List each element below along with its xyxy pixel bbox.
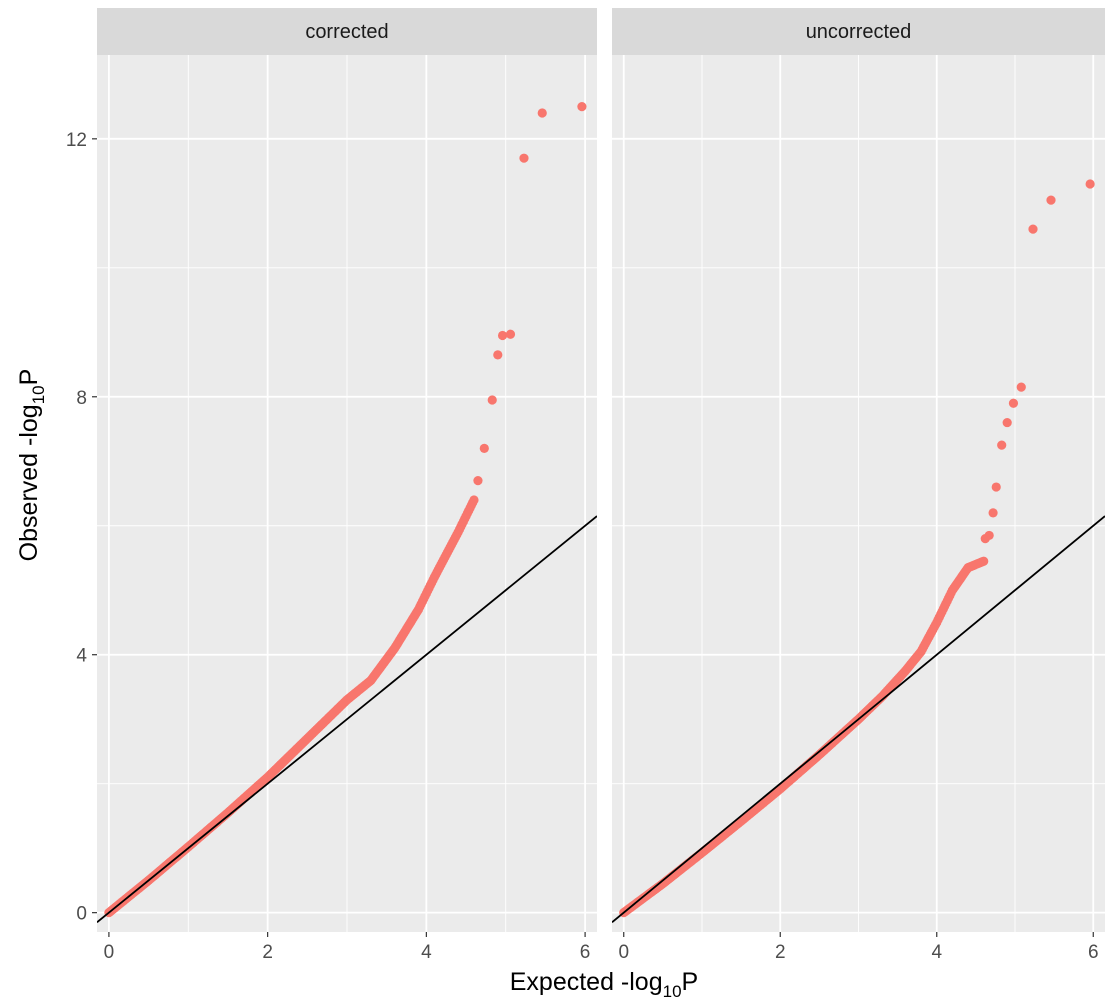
qq-point [469,495,479,505]
qq-point [1046,195,1056,205]
x-tick-label: 4 [931,942,942,963]
qq-point [537,108,547,118]
facet-strip [612,8,1105,55]
qq-point [519,153,529,163]
x-tick-label: 0 [618,942,629,963]
facet-strip [97,8,597,55]
x-tick-label: 2 [262,942,273,963]
qq-point [1028,224,1038,234]
qq-point [1085,179,1095,189]
x-tick-label: 6 [580,942,591,963]
y-tick-label: 12 [66,130,87,151]
qq-point [577,101,587,112]
qq-point [493,350,503,360]
qq-point [505,329,516,339]
facet-strip-label: corrected [305,21,388,43]
y-tick-label: 4 [76,646,87,667]
qq-point [991,482,1001,492]
y-tick-label: 0 [76,904,87,925]
qq-point [1008,398,1019,408]
qq-point [984,530,994,541]
facet-strip-label: uncorrected [806,21,912,43]
qq-point [479,443,489,453]
facet-panel-corrected: corrected 0 2 4 6 [97,8,597,963]
reference-line [97,515,597,924]
y-axis-title: Observed -log10P [15,369,48,562]
x-tick-label: 2 [775,942,786,963]
qq-point [997,440,1007,450]
reference-line [612,515,1105,924]
qq-point [979,556,989,566]
qq-point [487,395,497,405]
x-tick-label: 6 [1088,942,1099,963]
x-axis-title: Expected -log10P [510,968,698,1001]
facet-panel-uncorrected: uncorrected 0 2 4 6 [612,8,1105,963]
y-tick-label: 8 [76,388,87,409]
qq-point [497,330,508,341]
qq-point [473,476,483,486]
x-tick-label: 0 [104,942,115,963]
x-tick-label: 4 [421,942,432,963]
data-points [104,101,587,918]
qq-point [988,508,998,518]
qq-point [1002,417,1012,428]
qq-point [1016,382,1026,392]
